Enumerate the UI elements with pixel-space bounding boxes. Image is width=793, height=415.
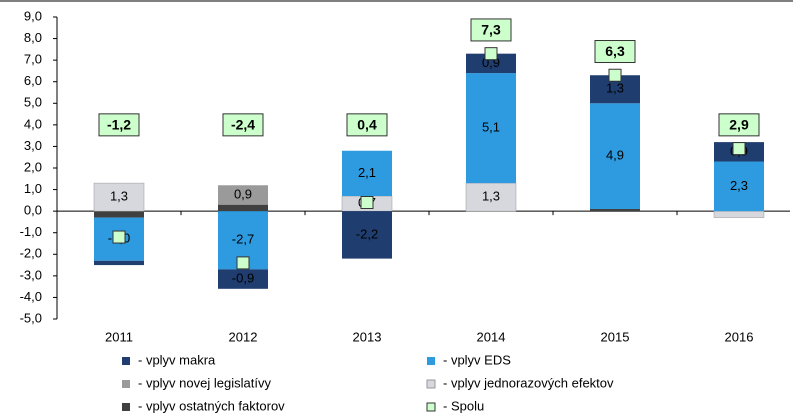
- data-label: 1,3: [110, 189, 128, 204]
- bar-segment: [590, 103, 640, 209]
- total-marker: [236, 256, 250, 270]
- total-label: 6,3: [605, 43, 625, 59]
- bar-segment: [714, 161, 764, 212]
- y-tick-label: 0,0: [24, 203, 42, 218]
- total-label-box: [594, 40, 636, 64]
- legend-swatch: [122, 357, 130, 365]
- bar-segment: [342, 150, 392, 197]
- total-label: 7,3: [481, 22, 501, 38]
- bar-segment: [713, 210, 765, 218]
- x-tick-label: 2016: [725, 329, 754, 344]
- data-label: 2,3: [730, 178, 748, 193]
- total-marker: [112, 230, 126, 244]
- y-tick-label: 1,0: [24, 181, 42, 196]
- x-tick-label: 2012: [229, 329, 258, 344]
- total-label: -2,4: [231, 117, 255, 133]
- y-tick-label: -4,0: [20, 289, 42, 304]
- bar-segment: [94, 260, 144, 266]
- total-label: 2,9: [729, 117, 749, 133]
- y-tick-label: 9,0: [24, 8, 42, 23]
- total-label-box: [718, 113, 760, 137]
- total-marker: [484, 47, 498, 61]
- legend-label: - vplyv novej legislatívy: [138, 375, 271, 390]
- legend-swatch: [426, 379, 436, 389]
- bar-segment: [218, 185, 268, 205]
- legend-label: - Spolu: [443, 398, 484, 413]
- bar-segment: [342, 211, 392, 259]
- bar-segment: [218, 204, 268, 212]
- legend-label: - vplyv makra: [138, 352, 216, 367]
- bar-segment: [466, 73, 516, 184]
- y-tick-label: 8,0: [24, 30, 42, 45]
- data-label: -0,9: [232, 271, 254, 286]
- x-tick-label: 2015: [601, 329, 630, 344]
- total-label-box: [222, 113, 264, 137]
- data-label: 4,9: [606, 148, 624, 163]
- y-tick-label: -5,0: [20, 310, 42, 325]
- total-marker: [732, 142, 746, 156]
- y-tick-label: -2,0: [20, 246, 42, 261]
- data-label: 1,3: [606, 81, 624, 96]
- legend-swatch: [426, 402, 436, 412]
- bar-segment: [94, 211, 144, 218]
- bar-segment: [218, 269, 268, 289]
- x-tick-label: 2013: [353, 329, 382, 344]
- data-label: 5,1: [482, 120, 500, 135]
- legend-swatch: [122, 403, 130, 411]
- y-tick-label: 7,0: [24, 52, 42, 67]
- legend-label: - vplyv jednorazových efektov: [443, 375, 614, 390]
- data-label: -2,7: [232, 232, 254, 247]
- legend-label: - vplyv ostatných faktorov: [138, 398, 285, 413]
- bar-segment: [93, 182, 145, 212]
- total-label-box: [98, 113, 140, 137]
- bar-segment: [466, 53, 516, 74]
- total-label-box: [470, 18, 512, 42]
- total-label: -1,2: [107, 117, 131, 133]
- x-tick-label: 2011: [105, 329, 133, 344]
- data-label: 0,9: [234, 186, 252, 201]
- total-marker: [360, 196, 374, 210]
- x-tick-label: 2014: [477, 329, 506, 344]
- bar-segment: [465, 182, 517, 212]
- data-label: 1,3: [482, 189, 500, 204]
- data-label: 2,1: [358, 165, 376, 180]
- y-tick-label: 3,0: [24, 138, 42, 153]
- y-tick-label: 4,0: [24, 116, 42, 131]
- y-tick-label: 6,0: [24, 73, 42, 88]
- total-label: 0,4: [357, 117, 377, 133]
- bar-segment: [590, 208, 640, 212]
- legend-swatch: [122, 380, 130, 388]
- y-tick-label: 5,0: [24, 95, 42, 110]
- data-label: -2,2: [356, 226, 378, 241]
- y-tick-label: -1,0: [20, 224, 42, 239]
- y-tick-label: -3,0: [20, 267, 42, 282]
- y-tick-label: 2,0: [24, 159, 42, 174]
- legend-swatch: [427, 357, 435, 365]
- legend-label: - vplyv EDS: [443, 352, 511, 367]
- total-marker: [608, 68, 622, 82]
- total-label-box: [346, 113, 388, 137]
